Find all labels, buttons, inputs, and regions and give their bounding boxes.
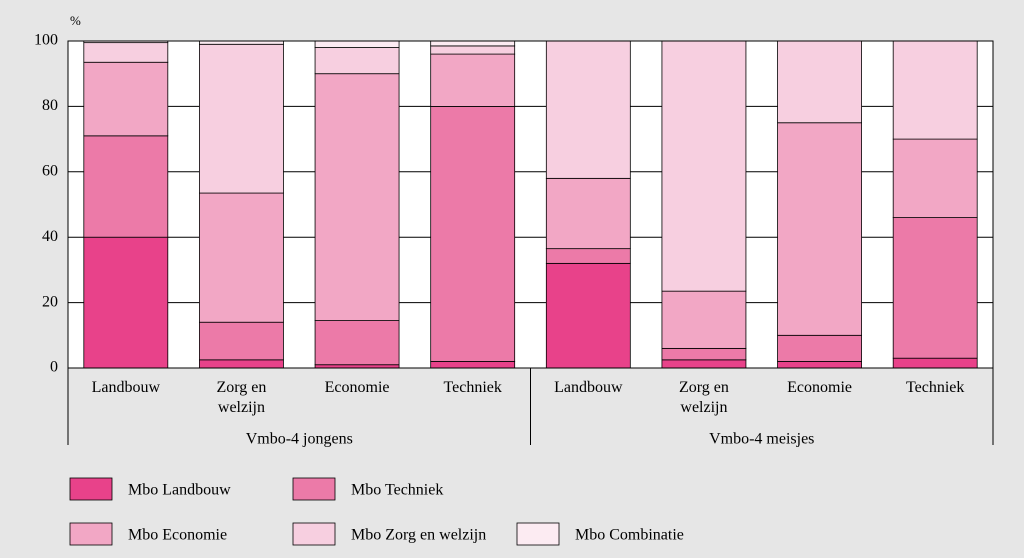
bar-segment: [314, 73, 400, 321]
bar-segment: [545, 248, 631, 264]
bar-segment: [83, 61, 169, 137]
bar-segment: [430, 45, 516, 55]
y-tick-label: 80: [42, 97, 58, 114]
legend-swatch: [69, 477, 113, 501]
y-axis-label: %: [70, 13, 81, 28]
bar-segment: [777, 361, 862, 369]
group-label: Vmbo-4 jongens: [246, 431, 353, 448]
bar-segment: [777, 122, 862, 336]
bar-segment: [199, 321, 284, 361]
x-tick-label: Techniek: [443, 379, 502, 396]
bar-segment: [777, 334, 862, 362]
y-tick-label: 60: [42, 162, 58, 179]
bar-segment: [892, 40, 978, 140]
bar-segment: [777, 40, 862, 124]
bar-segment: [199, 192, 284, 323]
bar-segment: [892, 357, 978, 369]
y-tick-label: 20: [42, 293, 58, 310]
legend-swatch: [292, 522, 336, 546]
bar-segment: [314, 40, 400, 48]
bar-segment: [199, 43, 284, 194]
bar-segment: [430, 40, 516, 47]
bar-segment: [430, 361, 516, 369]
legend-swatch: [516, 522, 560, 546]
bar-segment: [314, 47, 400, 75]
bar-segment: [892, 138, 978, 218]
bar-segment: [545, 40, 631, 179]
bar-segment: [892, 217, 978, 359]
y-tick-label: 100: [34, 32, 58, 49]
x-tick-label: Landbouw: [554, 379, 623, 396]
bar-segment: [83, 135, 169, 238]
legend-swatch: [69, 522, 113, 546]
x-tick-label: Economie: [324, 379, 390, 396]
legend-label: Mbo Techniek: [351, 482, 443, 499]
bar-segment: [661, 290, 747, 349]
bar-segment: [314, 320, 400, 366]
legend-label: Mbo Zorg en welzijn: [351, 527, 486, 544]
bar-segment: [545, 262, 631, 369]
bar-segment: [661, 347, 747, 361]
bar-segment: [199, 359, 284, 369]
legend-label: Mbo Combinatie: [575, 527, 684, 544]
group-label: Vmbo-4 meisjes: [709, 431, 814, 448]
bar-segment: [430, 106, 516, 362]
x-tick-label: Zorg en welzijn: [678, 379, 729, 416]
y-tick-label: 0: [50, 359, 58, 376]
legend-label: Mbo Landbouw: [128, 482, 231, 499]
legend-swatch: [292, 477, 336, 501]
bar-segment: [430, 53, 516, 107]
bar-segment: [545, 177, 631, 250]
bar-segment: [83, 42, 169, 63]
x-tick-label: Landbouw: [91, 379, 161, 396]
legend-label: Mbo Economie: [128, 527, 227, 544]
x-tick-label: Economie: [787, 379, 852, 396]
bar-segment: [661, 359, 747, 369]
bar-segment: [83, 236, 169, 369]
bar-segment: [661, 40, 747, 292]
y-tick-label: 40: [42, 228, 58, 245]
x-tick-label: Techniek: [905, 379, 965, 396]
x-tick-label: Zorg en welzijn: [216, 379, 267, 416]
